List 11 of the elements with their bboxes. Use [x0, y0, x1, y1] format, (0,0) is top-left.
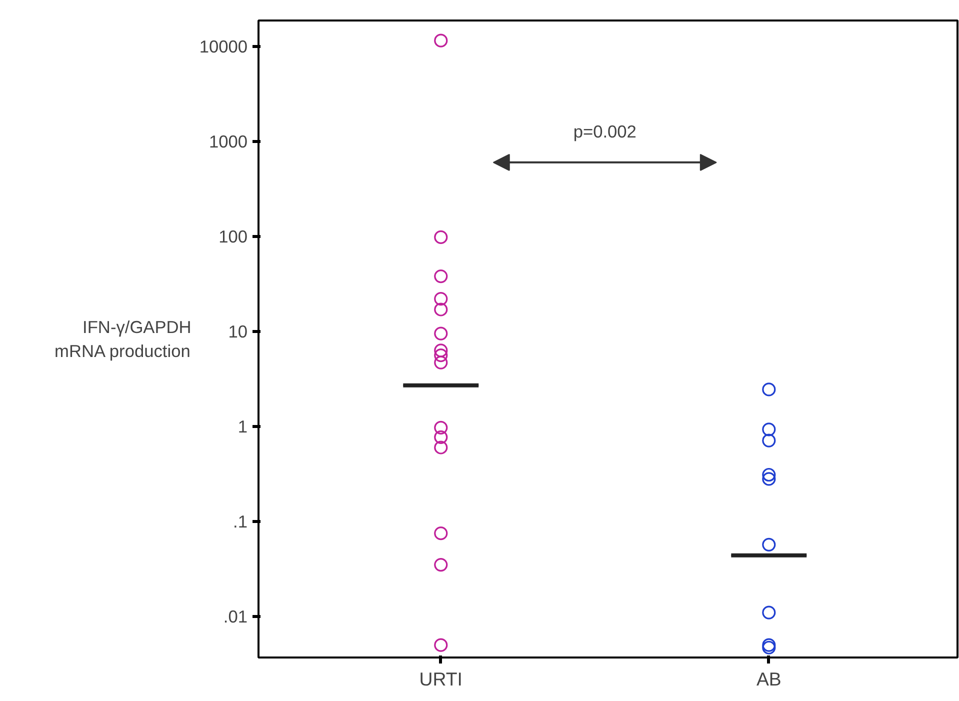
- y-tick-label: .01: [223, 606, 248, 626]
- x-tick-label: URTI: [419, 668, 462, 690]
- y-tick-label: .1: [233, 511, 248, 532]
- y-axis-title: IFN-γ/GAPDH mRNA production: [54, 317, 192, 361]
- y-tick-label: 1000: [208, 131, 248, 152]
- annotation: p=0.002: [573, 121, 636, 142]
- y-tick-label: 10: [228, 321, 248, 342]
- y-tick-label: 10000: [199, 36, 248, 56]
- y-tick-label: 100: [218, 226, 248, 246]
- x-tick-label: AB: [756, 668, 782, 690]
- y-tick-label: 1: [238, 416, 248, 436]
